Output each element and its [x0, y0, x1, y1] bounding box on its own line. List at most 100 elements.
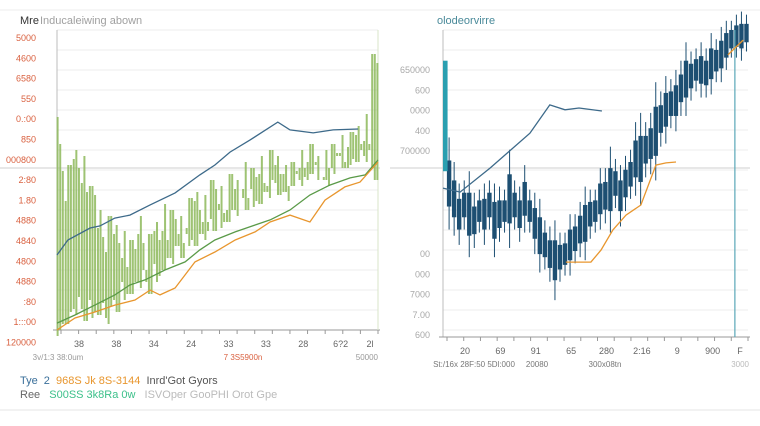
x-tick-label: 91 — [531, 346, 541, 356]
volume-bar — [357, 126, 360, 162]
volume-bar — [217, 204, 220, 210]
volume-bar — [247, 198, 250, 210]
volume-bar — [142, 243, 145, 270]
volume-bar — [201, 222, 204, 234]
volume-bar — [303, 168, 306, 177]
y-tick-label: 00 — [420, 249, 430, 259]
volume-bar — [244, 162, 247, 210]
volume-bar — [212, 180, 215, 231]
volume-bar — [314, 162, 317, 165]
price-bar — [744, 23, 749, 43]
y-tick-label: 850 — [21, 135, 36, 145]
x-tick-label: 20 — [460, 346, 470, 356]
teal-segment — [443, 60, 448, 172]
volume-bar — [360, 144, 363, 150]
x-sub-label: 3000 — [731, 360, 749, 369]
price-bar — [693, 59, 699, 81]
x-sub-label: 7 3S5900n — [224, 353, 263, 362]
x-sub-label: St:/16x 28F:50 5Dl:000 — [433, 360, 515, 369]
volume-bar — [156, 222, 159, 282]
volume-bar — [349, 132, 352, 165]
x-tick-label: 38 — [111, 339, 121, 349]
price-bar — [507, 174, 512, 224]
volume-bar — [352, 132, 355, 159]
price-bar — [724, 33, 729, 58]
y-tick-label: 4880 — [16, 277, 36, 287]
price-bar — [492, 201, 497, 239]
x-sub-label: 50000 — [356, 353, 379, 362]
volume-bar — [225, 210, 228, 222]
volume-bar — [301, 150, 304, 186]
y-tick-label: 0000 — [410, 106, 430, 116]
volume-bar — [174, 219, 177, 246]
volume-bar — [94, 195, 97, 312]
price-bar — [688, 63, 694, 89]
price-bar — [522, 181, 527, 216]
x-tick-label: F — [737, 346, 743, 356]
volume-bar — [295, 171, 298, 174]
x-tick-label: 28 — [298, 339, 308, 349]
volume-bar — [147, 234, 150, 294]
volume-bar — [56, 117, 59, 336]
volume-bar — [336, 153, 339, 156]
volume-bar — [279, 174, 282, 195]
volume-bar — [207, 222, 210, 231]
price-bar — [708, 48, 714, 80]
volume-bar — [376, 63, 379, 180]
volume-bar — [327, 168, 330, 186]
volume-bar — [271, 150, 274, 180]
y-tick-label: 1.80 — [18, 195, 36, 205]
volume-bar — [266, 186, 269, 192]
y-tick-label: 550 — [21, 94, 36, 104]
y-tick-label: 650000 — [400, 65, 430, 75]
x-tick-label: 33 — [261, 339, 271, 349]
volume-bar — [188, 198, 191, 246]
price-bar — [456, 198, 462, 230]
y-tick-label: 700000 — [400, 146, 430, 156]
volume-bar — [182, 243, 185, 258]
y-tick-label: 120000 — [6, 338, 36, 348]
price-bar — [734, 25, 739, 47]
volume-bar — [72, 159, 75, 309]
volume-bar — [333, 144, 336, 174]
volume-bar — [317, 156, 320, 180]
price-bar — [668, 91, 674, 116]
volume-bar — [193, 201, 196, 246]
price-bar — [502, 200, 507, 222]
price-bar — [729, 30, 734, 49]
price-bar — [467, 192, 472, 236]
y-tick-label: 0.:00 — [16, 114, 36, 124]
volume-bar — [134, 249, 137, 282]
legend-entry-2a: S00SS 3k8Ra 0w — [49, 389, 135, 401]
volume-bar — [126, 267, 129, 294]
right-chart-title: olodeorvirre — [437, 15, 495, 27]
volume-bar — [209, 180, 212, 219]
volume-bar — [236, 180, 239, 216]
volume-bar — [215, 189, 218, 231]
volume-bar — [166, 240, 169, 258]
y-tick-label: 7000 — [410, 290, 430, 300]
volume-bar — [161, 231, 164, 270]
volume-bar — [242, 189, 245, 198]
volume-bar — [180, 216, 183, 258]
x-tick-label: 9 — [675, 346, 680, 356]
price-bar — [532, 208, 537, 239]
volume-bar — [150, 234, 153, 294]
price-bar — [482, 198, 487, 230]
x-tick-label: 6?2 — [333, 339, 348, 349]
series-line-1 — [56, 159, 379, 324]
volume-bar — [322, 177, 325, 180]
volume-bar — [145, 270, 148, 282]
volume-bar — [169, 210, 172, 258]
volume-bar — [129, 240, 132, 294]
volume-bar — [231, 174, 234, 210]
x-tick-label: 65 — [566, 346, 576, 356]
volume-bar — [255, 177, 258, 201]
left-chart-subtitle: Inducaleiwing abown — [40, 15, 142, 27]
volume-bar — [309, 144, 312, 174]
volume-bar — [158, 240, 161, 276]
volume-bar — [293, 162, 296, 186]
y-tick-label: 000 — [415, 269, 430, 279]
volume-bar — [373, 54, 376, 180]
x-tick-label: 2:16 — [633, 346, 651, 356]
